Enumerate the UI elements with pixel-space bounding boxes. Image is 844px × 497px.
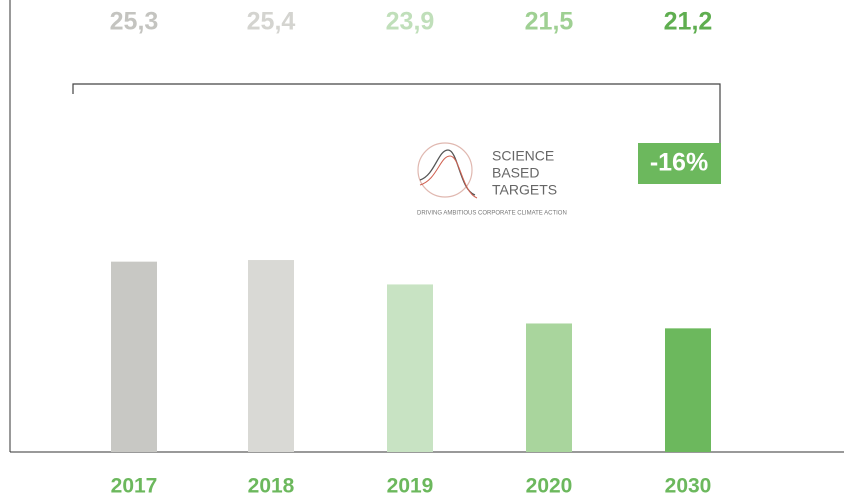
logo-title: BASED — [492, 165, 539, 181]
bar — [665, 328, 711, 452]
logo-title: TARGETS — [492, 182, 557, 198]
x-tick-label: 2018 — [248, 475, 295, 497]
x-tick-label: 2017 — [111, 475, 158, 497]
logo-curve — [419, 155, 478, 199]
value-label: 25,4 — [247, 8, 296, 36]
logo-tagline: DRIVING AMBITIOUS CORPORATE CLIMATE ACTI… — [417, 211, 567, 217]
x-tick-label: 2030 — [665, 475, 712, 497]
bar — [387, 284, 433, 452]
logo-ring — [417, 142, 473, 198]
x-tick-label: 2019 — [387, 475, 434, 497]
x-tick-label: 2020 — [526, 475, 573, 497]
bracket — [72, 83, 721, 144]
logo-title: SCIENCE — [492, 148, 554, 164]
value-label: 21,2 — [664, 8, 713, 36]
annotation-box — [638, 143, 721, 184]
value-label: 25,3 — [110, 8, 159, 36]
annotation: -16% — [650, 149, 708, 177]
value-label: 21,5 — [525, 8, 574, 36]
bar — [111, 261, 157, 452]
value-label: 23,9 — [386, 8, 435, 36]
bar — [248, 260, 294, 452]
bar — [526, 323, 572, 452]
logo: SCIENCE BASED TARGETS DRIVING AMBITIOUS … — [417, 142, 567, 217]
